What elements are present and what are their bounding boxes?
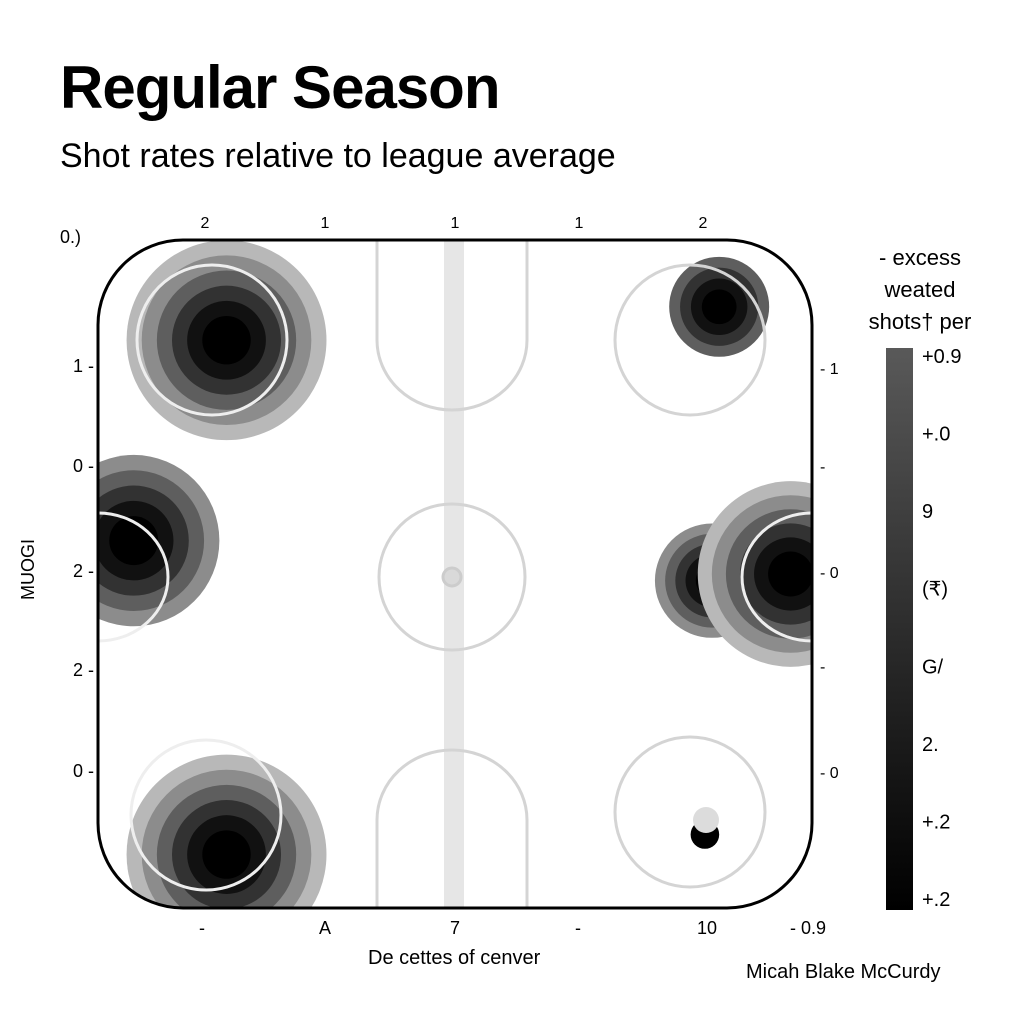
legend-title: - excess weated shots† per bbox=[850, 242, 990, 338]
heat-band bbox=[768, 551, 812, 597]
crease-left bbox=[98, 511, 170, 643]
x-tick-label-bottom: 7 bbox=[450, 918, 460, 938]
faceoff-circle-bottom-right bbox=[613, 735, 767, 889]
y-tick-label-right: - 0 bbox=[820, 565, 839, 582]
legend-colorbar bbox=[886, 348, 913, 910]
center-faceoff-circle bbox=[377, 502, 527, 652]
x-tick-label-bottom: - bbox=[575, 918, 581, 938]
x-tick-label-bottom: - 0.9 bbox=[790, 918, 826, 938]
y-tick-label-left: 0 - bbox=[73, 761, 94, 781]
heat-hotspot bbox=[126, 754, 327, 908]
heat-layer bbox=[98, 240, 812, 908]
rink-markings bbox=[98, 240, 812, 908]
axis-bottom: - A 7 - 10 - 0.9 bbox=[199, 918, 826, 938]
faceoff-circle-bottom-left bbox=[129, 738, 283, 892]
heat-band bbox=[202, 830, 251, 879]
heat-hotspot bbox=[98, 454, 220, 627]
x-tick-label-bottom: 10 bbox=[697, 918, 717, 938]
heat-hotspot bbox=[669, 256, 770, 357]
x-tick-label-top: 1 bbox=[321, 215, 330, 232]
center-faceoff-dot bbox=[441, 566, 463, 588]
chart-title: Regular Season bbox=[60, 54, 500, 121]
legend-title-line: weated bbox=[884, 277, 956, 302]
axis-top: 2 1 1 1 2 bbox=[201, 215, 708, 232]
top-center-arc bbox=[375, 240, 529, 412]
heat-band bbox=[109, 516, 159, 566]
x-tick-label-bottom: A bbox=[319, 918, 331, 938]
y-tick-label-right: - 1 bbox=[820, 361, 839, 378]
y-tick-label-left: 0 - bbox=[73, 456, 94, 476]
legend-tick-label: +0.9 bbox=[922, 346, 961, 368]
x-tick-label-top: 1 bbox=[575, 215, 584, 232]
x-axis-label: De cettes of cenver bbox=[368, 947, 541, 969]
legend-tick-label: (₹) bbox=[922, 579, 948, 601]
author-credit: Micah Blake McCurdy bbox=[746, 961, 941, 983]
faceoff-dot-bottom-right bbox=[693, 807, 719, 833]
legend-tick-label: G/ bbox=[922, 656, 944, 678]
x-tick-label-top: 2 bbox=[699, 215, 708, 232]
legend-tick-label: +.2 bbox=[922, 889, 950, 911]
legend-title-line: shots† per bbox=[868, 309, 972, 334]
x-tick-label-top: 1 bbox=[451, 215, 460, 232]
legend-tick-label: +.2 bbox=[922, 811, 950, 833]
axis-left: 1 - 0 - 2 - 2 - 0 - bbox=[73, 356, 94, 781]
legend-ticks: +0.9 +.0 9 (₹) G/2. +.2 +.2 bbox=[922, 346, 961, 911]
heat-hotspot bbox=[697, 481, 812, 667]
chart-subtitle: Shot rates relative to league average bbox=[60, 137, 616, 175]
rink-border bbox=[96, 238, 814, 910]
y-axis-label: MUOGI bbox=[18, 539, 38, 600]
y-tick-label-right: - bbox=[820, 459, 825, 476]
x-tick-label-top: 2 bbox=[201, 215, 210, 232]
legend-tick-label: +.0 bbox=[922, 424, 950, 446]
crease-right bbox=[740, 511, 812, 643]
y-tick-label-left: 1 - bbox=[73, 356, 94, 376]
axis-right: - 1 - - 0 - - 0 bbox=[820, 361, 839, 782]
x-tick-label-bottom: - bbox=[199, 918, 205, 938]
y-tick-label-right: - bbox=[820, 659, 825, 676]
legend-tick-label: 2. bbox=[922, 734, 939, 756]
y-tick-label-right: - 0 bbox=[820, 765, 839, 782]
y-tick-label-left: 2 - bbox=[73, 561, 94, 581]
y-tick-label-left: 2 - bbox=[73, 660, 94, 680]
corner-label: 0.) bbox=[60, 227, 82, 247]
heat-hotspot bbox=[126, 240, 327, 441]
legend-title-line: - excess bbox=[879, 245, 961, 270]
legend-tick-label: 9 bbox=[922, 501, 933, 523]
heat-band bbox=[202, 315, 251, 365]
faceoff-circle-top-left bbox=[135, 263, 289, 417]
heat-band bbox=[701, 289, 737, 325]
faceoff-circle-top-right bbox=[613, 263, 767, 417]
bottom-center-arc bbox=[375, 748, 529, 908]
